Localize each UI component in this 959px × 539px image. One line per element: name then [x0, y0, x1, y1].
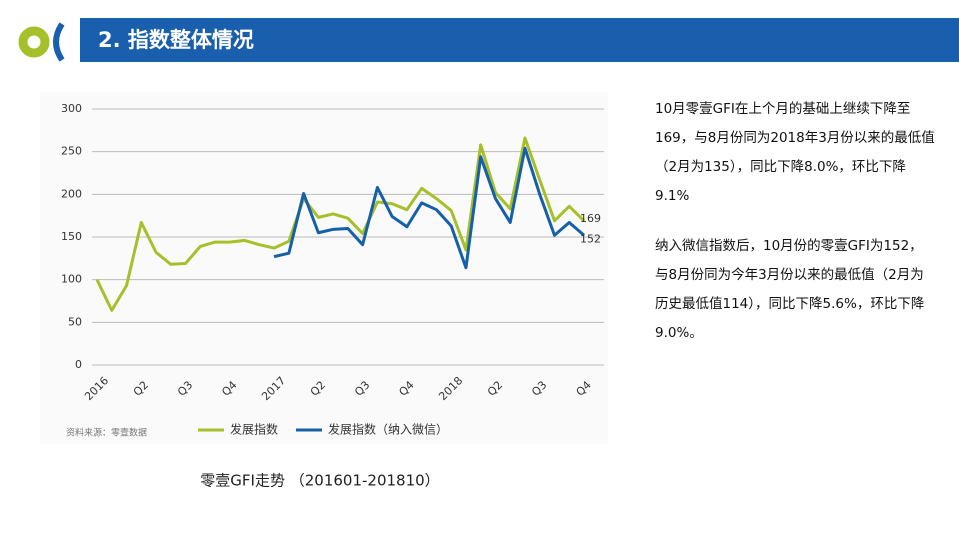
y-tick-label: 100 [61, 273, 82, 286]
chart-panel [40, 92, 608, 444]
legend-label: 发展指数（纳入微信） [328, 422, 448, 437]
logo-ring [18, 26, 50, 58]
y-tick-label: 0 [75, 358, 82, 371]
header-bar: 2. 指数整体情况 [80, 18, 959, 62]
source: 资料来源：零壹数据 [66, 427, 147, 439]
logo-arc [53, 22, 65, 62]
logo [18, 22, 65, 62]
y-tick-label: 250 [61, 145, 82, 158]
series-line [273, 146, 585, 270]
y-tick-label: 300 [61, 102, 82, 115]
caption: 零壹GFI走势 （201601-201810） [200, 472, 439, 490]
note: 10月零壹GFI在上个月的基础上继续下降至169，与8月份同为2018年3月份以… [655, 101, 935, 204]
y-tick-label: 150 [61, 230, 82, 243]
legend-label: 发展指数 [230, 422, 278, 437]
end-label: 169 [580, 212, 601, 225]
end-label: 152 [580, 232, 601, 245]
header-title: 2. 指数整体情况 [98, 28, 254, 52]
y-tick-label: 50 [68, 315, 82, 328]
note: 纳入微信指数后，10月份的零壹GFI为152，与8月份同为今年3月份以来的最低值… [655, 238, 925, 341]
series-line [95, 136, 586, 312]
y-tick-label: 200 [61, 187, 82, 200]
